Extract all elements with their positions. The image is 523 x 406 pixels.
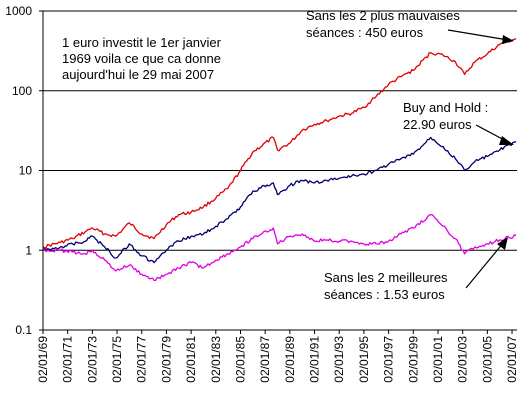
series-line xyxy=(42,38,517,249)
x-tick-label: 02/01/85 xyxy=(233,336,247,383)
buy-and-hold-annotation-line: 22.90 euros xyxy=(403,117,472,132)
arrow-to-worst-days-line xyxy=(447,29,514,44)
x-tick-label: 02/01/73 xyxy=(85,336,99,383)
x-tick-label: 02/01/75 xyxy=(110,336,124,383)
best-days-annotation-line: séances : 1.53 euros xyxy=(324,287,445,302)
series-line xyxy=(42,213,517,282)
x-tick-label: 02/01/69 xyxy=(36,336,50,383)
series-lines xyxy=(42,38,517,282)
x-tick-label: 02/01/01 xyxy=(431,336,445,383)
best-days-annotation: Sans les 2 meilleures séances : 1.53 eur… xyxy=(324,270,451,302)
x-tick-label: 02/01/79 xyxy=(159,336,173,383)
x-tick-label: 02/01/99 xyxy=(406,336,420,383)
worst-days-annotation-line: Sans les 2 plus mauvaises xyxy=(306,8,460,23)
x-tick-label: 02/01/05 xyxy=(480,336,494,383)
y-tick-label: 1 xyxy=(25,243,32,257)
x-tick-label: 02/01/83 xyxy=(209,336,223,383)
intro-annotation-line: aujourd'hui le 29 mai 2007 xyxy=(62,67,214,82)
y-tick-label: 10 xyxy=(19,164,33,178)
annotations: 1 euro investit le 1er janvier 1969 voil… xyxy=(62,8,514,302)
x-tick-label: 02/01/97 xyxy=(382,336,396,383)
intro-annotation-line: 1969 voila ce que ca donne xyxy=(62,51,221,66)
x-tick-label: 02/01/07 xyxy=(505,336,519,383)
intro-annotation-line: 1 euro investit le 1er janvier xyxy=(62,35,222,50)
arrow-to-best-days-line xyxy=(465,237,508,289)
y-tick-label: 0.1 xyxy=(15,323,32,337)
best-days-annotation-line: Sans les 2 meilleures xyxy=(324,270,448,285)
worst-days-annotation-line: séances : 450 euros xyxy=(306,25,424,40)
y-tick-label: 100 xyxy=(12,84,32,98)
x-tick-label: 02/01/71 xyxy=(61,336,75,383)
y-tick-label: 1000 xyxy=(5,4,32,18)
x-tick-label: 02/01/91 xyxy=(308,336,322,383)
intro-annotation: 1 euro investit le 1er janvier 1969 voil… xyxy=(62,35,225,82)
buy-and-hold-annotation: Buy and Hold : 22.90 euros xyxy=(403,100,492,132)
worst-days-annotation: Sans les 2 plus mauvaises séances : 450 … xyxy=(306,8,464,40)
x-tick-label: 02/01/89 xyxy=(283,336,297,383)
x-tick-label: 02/01/95 xyxy=(357,336,371,383)
x-tick-label: 02/01/87 xyxy=(258,336,272,383)
x-tick-label: 02/01/03 xyxy=(456,336,470,383)
series-line xyxy=(42,136,517,264)
x-tick-label: 02/01/93 xyxy=(332,336,346,383)
arrow-to-buy-and-hold-line xyxy=(475,124,514,145)
x-tick-label: 02/01/77 xyxy=(135,336,149,383)
x-tick-label: 02/01/81 xyxy=(184,336,198,383)
tick-labels: 0.1 1 10 100 1000 02/01/69 02/01/71 02/01/73 02/… xyxy=(5,4,519,383)
buy-and-hold-annotation-line: Buy and Hold : xyxy=(403,100,488,115)
